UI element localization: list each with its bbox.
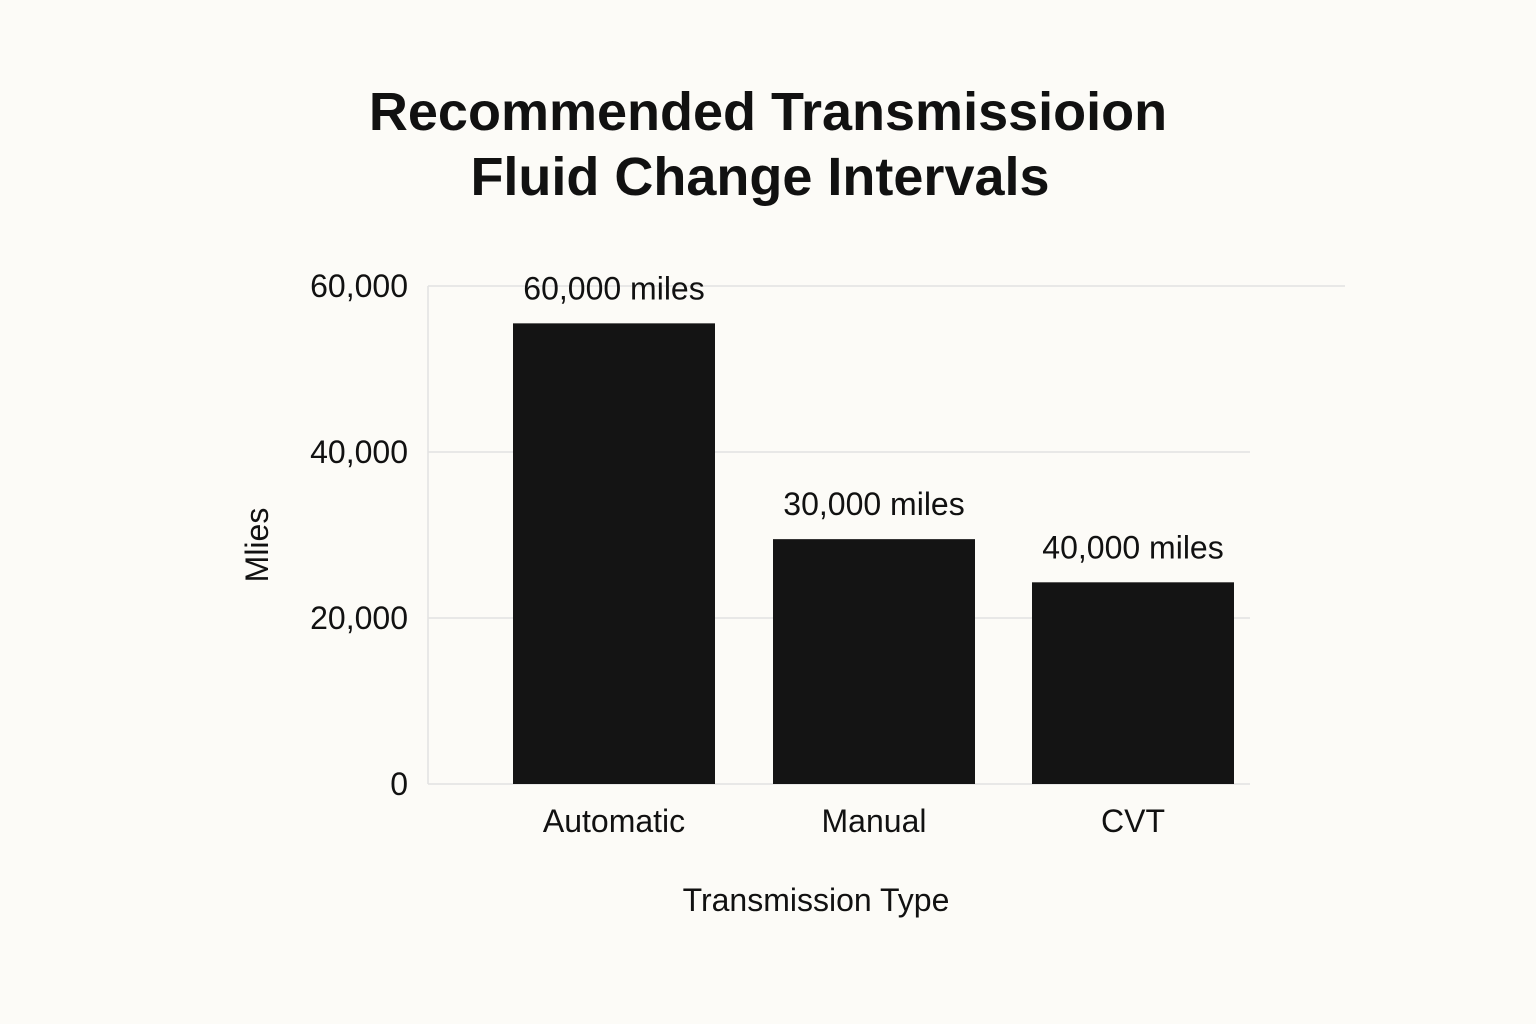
chart-title-line-1: Recommended Transmissioion <box>369 82 1167 142</box>
x-category-label: Manual <box>822 803 927 839</box>
bar-manual <box>773 539 975 784</box>
x-axis-title: Transmission Type <box>683 882 950 918</box>
chart-title: Recommended Transmissioion Fluid Change … <box>369 82 1167 207</box>
y-tick-label: 20,000 <box>310 600 408 636</box>
x-category-label: Automatic <box>543 803 685 839</box>
y-tick-label: 40,000 <box>310 434 408 470</box>
data-label: 30,000 miles <box>783 486 964 522</box>
chart-title-line-2: Fluid Change Intervals <box>470 147 1049 207</box>
y-axis-title: Mlies <box>239 508 275 583</box>
y-tick-label: 60,000 <box>310 268 408 304</box>
bars: 60,000 miles 30,000 miles 40,000 miles <box>513 270 1234 784</box>
data-label: 60,000 miles <box>523 270 704 306</box>
bar-automatic <box>513 323 715 784</box>
bar-cvt <box>1032 582 1234 784</box>
y-axis-ticks: 0 20,000 40,000 60,000 <box>310 268 408 802</box>
x-category-label: CVT <box>1101 803 1165 839</box>
data-label: 40,000 miles <box>1042 529 1223 565</box>
x-axis-categories: Automatic Manual CVT <box>543 803 1165 839</box>
y-tick-label: 0 <box>390 766 408 802</box>
